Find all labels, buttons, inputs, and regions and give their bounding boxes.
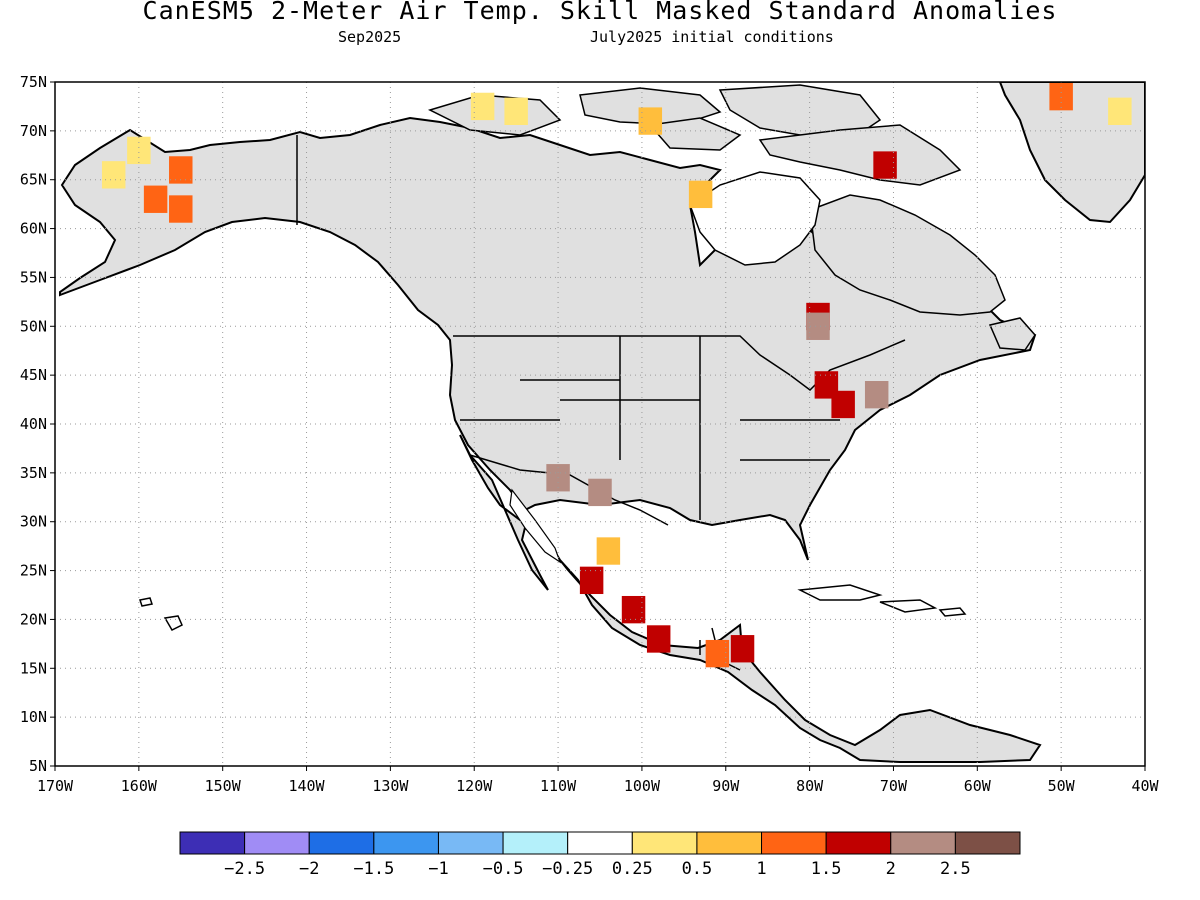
anomaly-cell xyxy=(730,635,755,663)
colorbar-label: −1.5 xyxy=(353,859,394,879)
lat-tick-label: 55N xyxy=(20,268,47,286)
lat-tick-label: 50N xyxy=(20,317,47,335)
lon-tick-label: 160W xyxy=(121,777,158,795)
anomaly-cell xyxy=(101,161,126,189)
colorbar-label: 2.5 xyxy=(940,859,971,879)
lat-tick-label: 20N xyxy=(20,610,47,628)
anomaly-cell xyxy=(143,185,168,213)
lon-tick-label: 80W xyxy=(796,777,824,795)
colorbar-swatch xyxy=(825,831,892,855)
lat-tick-label: 75N xyxy=(20,73,47,91)
lat-tick-label: 65N xyxy=(20,171,47,189)
lat-tick-label: 10N xyxy=(20,708,47,726)
colorbar-swatch xyxy=(890,831,956,855)
lat-tick-label: 30N xyxy=(20,513,47,531)
colorbar-swatch xyxy=(437,831,504,855)
lon-tick-label: 170W xyxy=(37,777,74,795)
colorbar-label: −2.5 xyxy=(224,859,265,879)
skill-mask-land xyxy=(59,82,1145,763)
anomaly-cell xyxy=(621,595,646,624)
lat-tick-label: 70N xyxy=(20,122,47,140)
lon-tick-label: 120W xyxy=(456,777,493,795)
lat-tick-label: 25N xyxy=(20,562,47,580)
anomaly-cell xyxy=(579,566,604,595)
map-plot-area xyxy=(55,82,1145,766)
colorbar-label: 0.25 xyxy=(612,859,653,879)
lon-tick-label: 130W xyxy=(372,777,409,795)
colorbar-label: 1 xyxy=(756,859,766,879)
lon-tick-label: 70W xyxy=(880,777,908,795)
anomaly-cell xyxy=(864,381,889,409)
lat-tick-label: 5N xyxy=(29,757,47,775)
anomaly-cell xyxy=(831,390,855,419)
anomaly-cell xyxy=(1108,97,1132,125)
colorbar-label: 2 xyxy=(886,859,896,879)
anomaly-cell xyxy=(127,136,151,165)
lon-tick-label: 60W xyxy=(964,777,992,795)
colorbar-swatch xyxy=(954,831,1021,855)
anomaly-cell xyxy=(504,97,528,125)
colorbar-swatch xyxy=(373,831,439,855)
colorbar-swatch xyxy=(696,831,763,855)
anomaly-cell xyxy=(638,107,663,135)
initial-conditions: July2025 initial conditions xyxy=(590,28,834,46)
colorbar-swatch xyxy=(567,831,633,855)
lon-tick-label: 50W xyxy=(1048,777,1076,795)
lon-tick-label: 40W xyxy=(1131,777,1159,795)
colorbar-swatch xyxy=(308,831,375,855)
graticule xyxy=(55,82,1145,766)
colorbar-swatch xyxy=(179,831,246,855)
anomaly-cell xyxy=(873,151,897,179)
colorbar: −2.5 −2 −1.5 −1 −0.5 −0.25 0.25 0.5 1 1.5 2 2.5 xyxy=(179,831,1021,879)
lon-tick-label: 90W xyxy=(712,777,740,795)
lat-tick-label: 40N xyxy=(20,415,47,433)
chart-title: CanESM5 2-Meter Air Temp. Skill Masked S… xyxy=(142,0,1058,25)
colorbar-label: −0.5 xyxy=(483,859,524,879)
lat-tick-label: 45N xyxy=(20,366,47,384)
anomaly-cell xyxy=(646,625,671,653)
anomaly-cell xyxy=(169,156,193,184)
colorbar-label: −2 xyxy=(299,859,319,879)
anomaly-cell xyxy=(1049,82,1073,111)
anomaly-cell xyxy=(470,92,495,121)
anomaly-cell xyxy=(169,195,193,223)
colorbar-label: 1.5 xyxy=(811,859,842,879)
forecast-month: Sep2025 xyxy=(338,28,402,46)
lon-tick-label: 150W xyxy=(205,777,242,795)
colorbar-swatch xyxy=(502,831,569,855)
anomaly-cell xyxy=(588,478,612,507)
lon-tick-label: 140W xyxy=(288,777,325,795)
longitude-tick-labels: 170W 160W 150W 140W 130W 120W 110W 100W 90W 80W 70… xyxy=(37,766,1160,795)
lat-tick-label: 35N xyxy=(20,464,47,482)
lat-tick-label: 60N xyxy=(20,220,47,238)
lon-tick-label: 110W xyxy=(540,777,577,795)
colorbar-label: −1 xyxy=(428,859,448,879)
colorbar-label: −0.25 xyxy=(542,859,593,879)
colorbar-swatch xyxy=(244,831,310,855)
lon-tick-label: 100W xyxy=(624,777,661,795)
anomaly-cell xyxy=(596,537,621,565)
anomaly-cell xyxy=(705,639,730,668)
colorbar-label: 0.5 xyxy=(682,859,713,879)
lat-tick-label: 15N xyxy=(20,659,47,677)
anomaly-cell xyxy=(688,180,713,209)
colorbar-swatch xyxy=(761,831,827,855)
colorbar-swatch xyxy=(631,831,698,855)
latitude-tick-labels: 5N 10N 15N 20N 25N 30N 35N 40N 45N 50N 55N 60N 65N 70… xyxy=(20,73,55,775)
anomaly-cell xyxy=(806,312,830,340)
anomaly-cells xyxy=(101,82,1132,668)
